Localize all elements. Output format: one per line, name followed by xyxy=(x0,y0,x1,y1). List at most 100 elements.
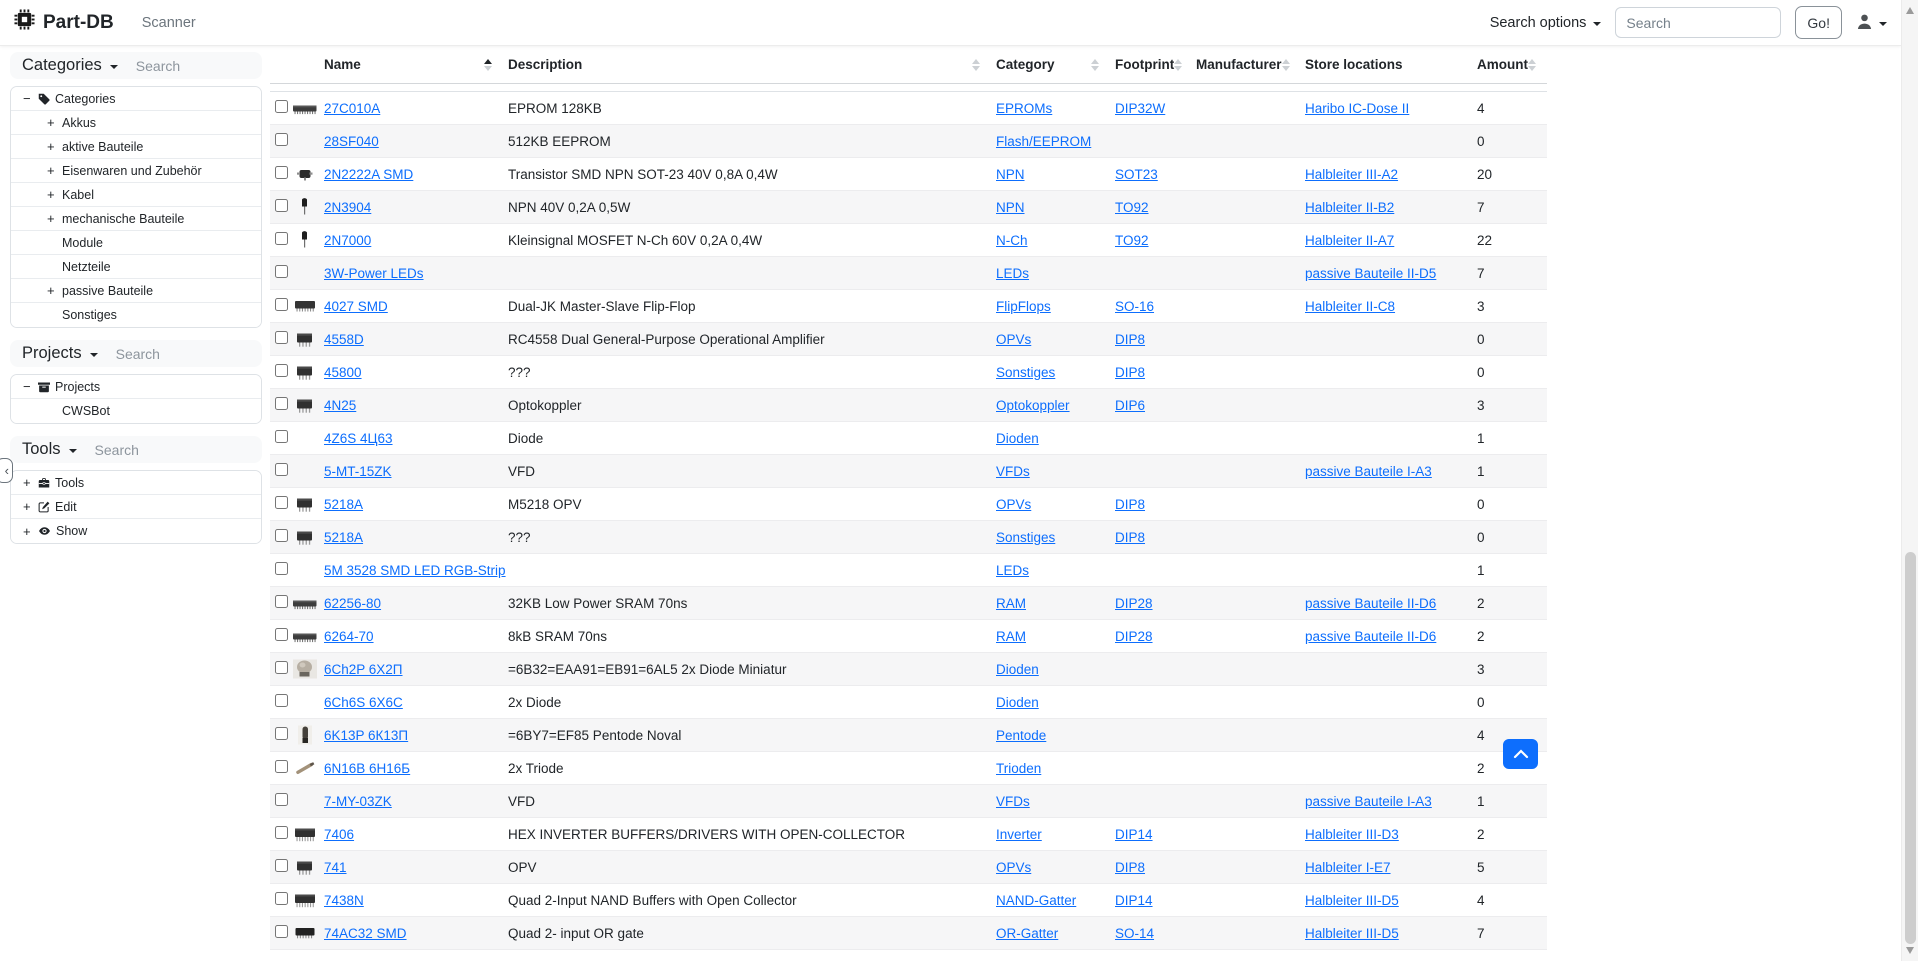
part-select-checkbox[interactable] xyxy=(275,760,288,773)
part-thumbnail[interactable] xyxy=(290,230,324,250)
part-store-location-link[interactable]: passive Bauteile I-A3 xyxy=(1305,463,1432,479)
sidebar-item-netzteile[interactable]: Netzteile xyxy=(11,255,261,279)
scrollbar-thumb[interactable] xyxy=(1905,552,1916,944)
part-thumbnail[interactable] xyxy=(290,725,324,745)
sidebar-item-show[interactable]: + Show xyxy=(11,519,261,543)
column-header-store-locations[interactable]: Store locations xyxy=(1305,46,1477,83)
part-select-checkbox[interactable] xyxy=(275,331,288,344)
search-options-dropdown[interactable]: Search options xyxy=(1490,15,1602,31)
expand-toggle[interactable]: + xyxy=(47,163,55,178)
sidebar-item-kabel[interactable]: + Kabel xyxy=(11,183,261,207)
part-footprint-link[interactable]: DIP28 xyxy=(1115,595,1153,611)
part-select-checkbox[interactable] xyxy=(275,892,288,905)
sidebar-item-tools[interactable]: + Tools xyxy=(11,471,261,495)
part-select-checkbox[interactable] xyxy=(275,232,288,245)
part-name-link[interactable]: 5M 3528 SMD LED RGB-Strip xyxy=(324,562,506,578)
column-header-manufacturer[interactable]: Manufacturer xyxy=(1196,46,1305,83)
part-thumbnail[interactable] xyxy=(290,329,324,349)
part-footprint-link[interactable]: SO-16 xyxy=(1115,298,1155,314)
part-category-link[interactable]: Sonstiges xyxy=(996,529,1056,545)
expand-toggle[interactable]: + xyxy=(23,499,31,514)
scroll-up-arrow[interactable] xyxy=(1906,7,1914,14)
part-select-checkbox[interactable] xyxy=(275,562,288,575)
sidebar-item-projects[interactable]: − Projects xyxy=(11,375,261,399)
part-name-link[interactable]: 7406 xyxy=(324,826,355,842)
global-search-input[interactable] xyxy=(1615,7,1782,38)
part-thumbnail[interactable] xyxy=(290,395,324,415)
part-select-checkbox[interactable] xyxy=(275,463,288,476)
part-category-link[interactable]: Dioden xyxy=(996,694,1039,710)
expand-toggle[interactable]: + xyxy=(47,211,55,226)
part-select-checkbox[interactable] xyxy=(275,397,288,410)
expand-toggle[interactable]: + xyxy=(23,475,31,490)
part-name-link[interactable]: 5-MT-15ZK xyxy=(324,463,392,479)
part-name-link[interactable]: 5218A xyxy=(324,496,364,512)
scroll-to-top-button[interactable] xyxy=(1503,739,1538,769)
part-thumbnail[interactable] xyxy=(290,659,324,679)
part-name-link[interactable]: 6Ch2P 6Х2П xyxy=(324,661,403,677)
part-thumbnail[interactable] xyxy=(290,758,324,778)
user-menu-dropdown[interactable] xyxy=(1856,13,1887,33)
part-thumbnail[interactable] xyxy=(290,296,324,316)
collapse-toggle[interactable]: − xyxy=(23,379,31,394)
sidebar-projects-search-input[interactable] xyxy=(115,345,236,362)
part-footprint-link[interactable]: DIP8 xyxy=(1115,331,1146,347)
part-category-link[interactable]: OPVs xyxy=(996,859,1032,875)
part-select-checkbox[interactable] xyxy=(275,100,288,113)
part-footprint-link[interactable]: DIP28 xyxy=(1115,628,1153,644)
part-footprint-link[interactable]: TO92 xyxy=(1115,199,1149,215)
part-thumbnail[interactable] xyxy=(290,857,324,877)
part-select-checkbox[interactable] xyxy=(275,661,288,674)
part-store-location-link[interactable]: Halbleiter II-B2 xyxy=(1305,199,1395,215)
sidebar-item-edit[interactable]: + Edit xyxy=(11,495,261,519)
part-category-link[interactable]: Sonstiges xyxy=(996,364,1056,380)
part-category-link[interactable]: NPN xyxy=(996,199,1025,215)
part-category-link[interactable]: N-Ch xyxy=(996,232,1028,248)
part-footprint-link[interactable]: DIP8 xyxy=(1115,859,1146,875)
part-select-checkbox[interactable] xyxy=(275,364,288,377)
part-name-link[interactable]: 28SF040 xyxy=(324,133,379,149)
expand-toggle[interactable]: + xyxy=(47,115,55,130)
sidebar-tools-search-input[interactable] xyxy=(94,441,215,458)
part-thumbnail[interactable] xyxy=(290,362,324,382)
part-name-link[interactable]: 4N25 xyxy=(324,397,357,413)
part-name-link[interactable]: 2N7000 xyxy=(324,232,372,248)
part-category-link[interactable]: LEDs xyxy=(996,562,1030,578)
part-name-link[interactable]: 2N3904 xyxy=(324,199,372,215)
part-store-location-link[interactable]: Haribo IC-Dose II xyxy=(1305,100,1410,116)
part-store-location-link[interactable]: Halbleiter III-D3 xyxy=(1305,826,1399,842)
part-footprint-link[interactable]: DIP8 xyxy=(1115,529,1146,545)
page-scrollbar[interactable] xyxy=(1901,0,1918,961)
part-category-link[interactable]: NAND-Gatter xyxy=(996,892,1077,908)
part-select-checkbox[interactable] xyxy=(275,727,288,740)
sidebar-item-mechanische-bauteile[interactable]: + mechanische Bauteile xyxy=(11,207,261,231)
column-header-name[interactable]: Name xyxy=(324,46,508,83)
part-category-link[interactable]: RAM xyxy=(996,595,1026,611)
sidebar-item-akkus[interactable]: + Akkus xyxy=(11,111,261,135)
sidebar-item-sonstiges[interactable]: Sonstiges xyxy=(11,303,261,327)
part-select-checkbox[interactable] xyxy=(275,925,288,938)
part-category-link[interactable]: Pentode xyxy=(996,727,1047,743)
part-name-link[interactable]: 3W-Power LEDs xyxy=(324,265,424,281)
part-name-link[interactable]: 27C010A xyxy=(324,100,381,116)
part-store-location-link[interactable]: passive Bauteile II-D5 xyxy=(1305,265,1437,281)
part-store-location-link[interactable]: Halbleiter III-A2 xyxy=(1305,166,1399,182)
part-store-location-link[interactable]: Halbleiter III-D5 xyxy=(1305,925,1399,941)
part-name-link[interactable]: 4558D xyxy=(324,331,364,347)
sidebar-item-cwsbot[interactable]: CWSBot xyxy=(11,399,261,423)
sidebar-categories-search-input[interactable] xyxy=(135,57,256,74)
part-category-link[interactable]: Optokoppler xyxy=(996,397,1070,413)
search-go-button[interactable]: Go! xyxy=(1795,6,1842,39)
part-name-link[interactable]: 7438N xyxy=(324,892,364,908)
part-category-link[interactable]: NPN xyxy=(996,166,1025,182)
part-name-link[interactable]: 74AC32 SMD xyxy=(324,925,407,941)
part-category-link[interactable]: Dioden xyxy=(996,430,1039,446)
part-store-location-link[interactable]: Halbleiter III-D5 xyxy=(1305,892,1399,908)
part-thumbnail[interactable] xyxy=(290,197,324,217)
part-store-location-link[interactable]: passive Bauteile II-D6 xyxy=(1305,628,1437,644)
scroll-down-arrow[interactable] xyxy=(1906,947,1914,954)
sidebar-item-eisenwaren-und-zubeh-r[interactable]: + Eisenwaren und Zubehör xyxy=(11,159,261,183)
part-footprint-link[interactable]: DIP8 xyxy=(1115,364,1146,380)
part-select-checkbox[interactable] xyxy=(275,628,288,641)
part-footprint-link[interactable]: SO-14 xyxy=(1115,925,1155,941)
